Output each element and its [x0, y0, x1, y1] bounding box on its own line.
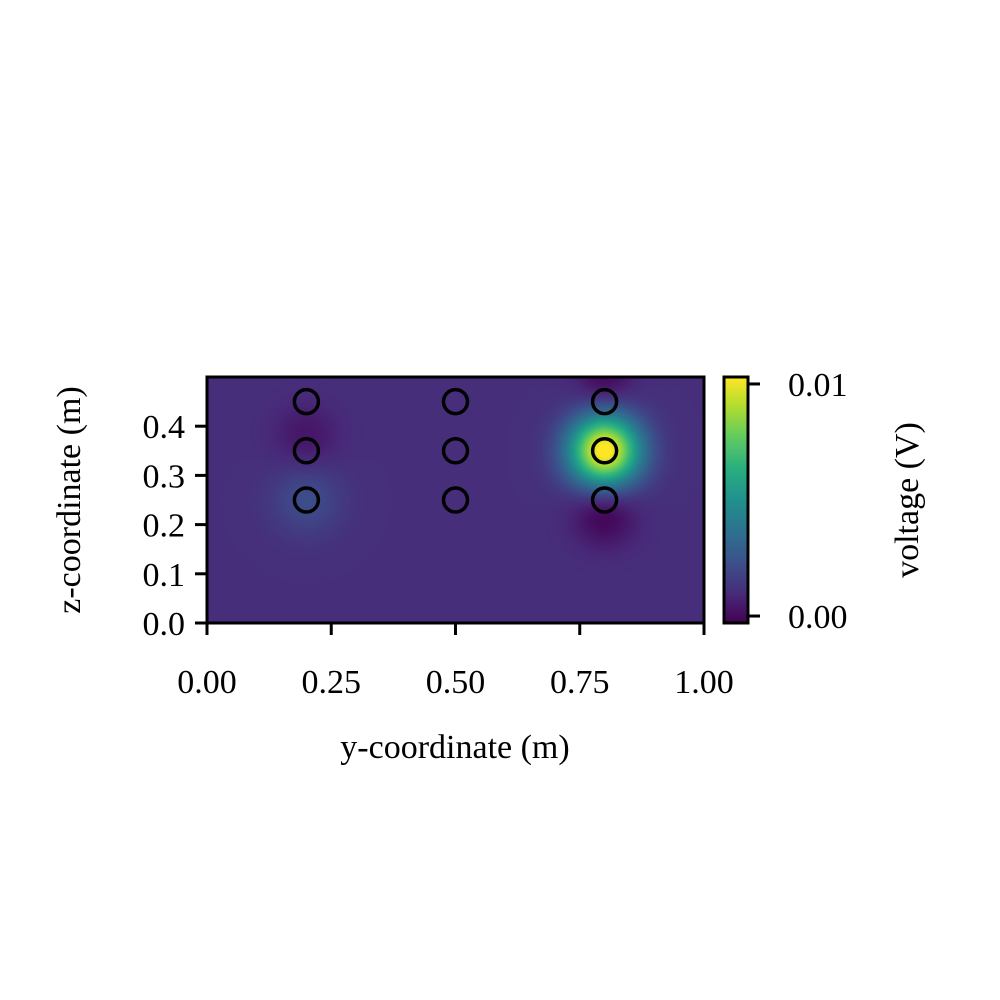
- electrode-marker: [292, 437, 321, 465]
- plot-area: [205, 375, 706, 625]
- y-tick-label: 0.0: [143, 606, 186, 643]
- electrode-marker: [590, 437, 619, 465]
- heatmap: [207, 377, 704, 623]
- colorbar-tick-label: 0.01: [788, 367, 848, 404]
- y-tick-label: 0.3: [143, 458, 186, 495]
- electrode-markers: [292, 387, 619, 514]
- electrode-marker: [590, 486, 619, 514]
- x-axis-title: y-coordinate (m): [340, 729, 569, 766]
- x-tick-label: 1.00: [674, 664, 734, 701]
- y-tick-label: 0.2: [143, 508, 186, 545]
- electrode-marker: [441, 486, 470, 514]
- electrode-marker: [441, 437, 470, 465]
- x-axis: 0.00 0.25 0.50 0.75 1.00: [177, 623, 734, 701]
- colorbar-title: voltage (V): [889, 422, 926, 578]
- x-tick-label: 0.75: [550, 664, 610, 701]
- electrode-marker: [441, 387, 470, 416]
- y-tick-label: 0.1: [143, 557, 186, 594]
- colorbar-tick-label: 0.00: [788, 599, 848, 636]
- x-tick-label: 0.50: [426, 664, 486, 701]
- colorbar-ticks: 0.00 0.01: [748, 367, 848, 636]
- y-axis: 0.0 0.1 0.2 0.3 0.4: [143, 409, 207, 643]
- electrode-marker: [292, 387, 321, 416]
- x-tick-label: 0.25: [302, 664, 362, 701]
- y-tick-label: 0.4: [143, 409, 186, 446]
- colorbar-frame: [722, 375, 750, 625]
- electrode-marker: [292, 486, 321, 514]
- colorbar-gradient: [724, 377, 748, 623]
- x-tick-label: 0.00: [177, 664, 237, 701]
- y-axis-title: z-coordinate (m): [51, 386, 88, 614]
- colorbar: 0.00 0.01 voltage (V): [722, 367, 926, 636]
- electrode-marker: [590, 387, 619, 416]
